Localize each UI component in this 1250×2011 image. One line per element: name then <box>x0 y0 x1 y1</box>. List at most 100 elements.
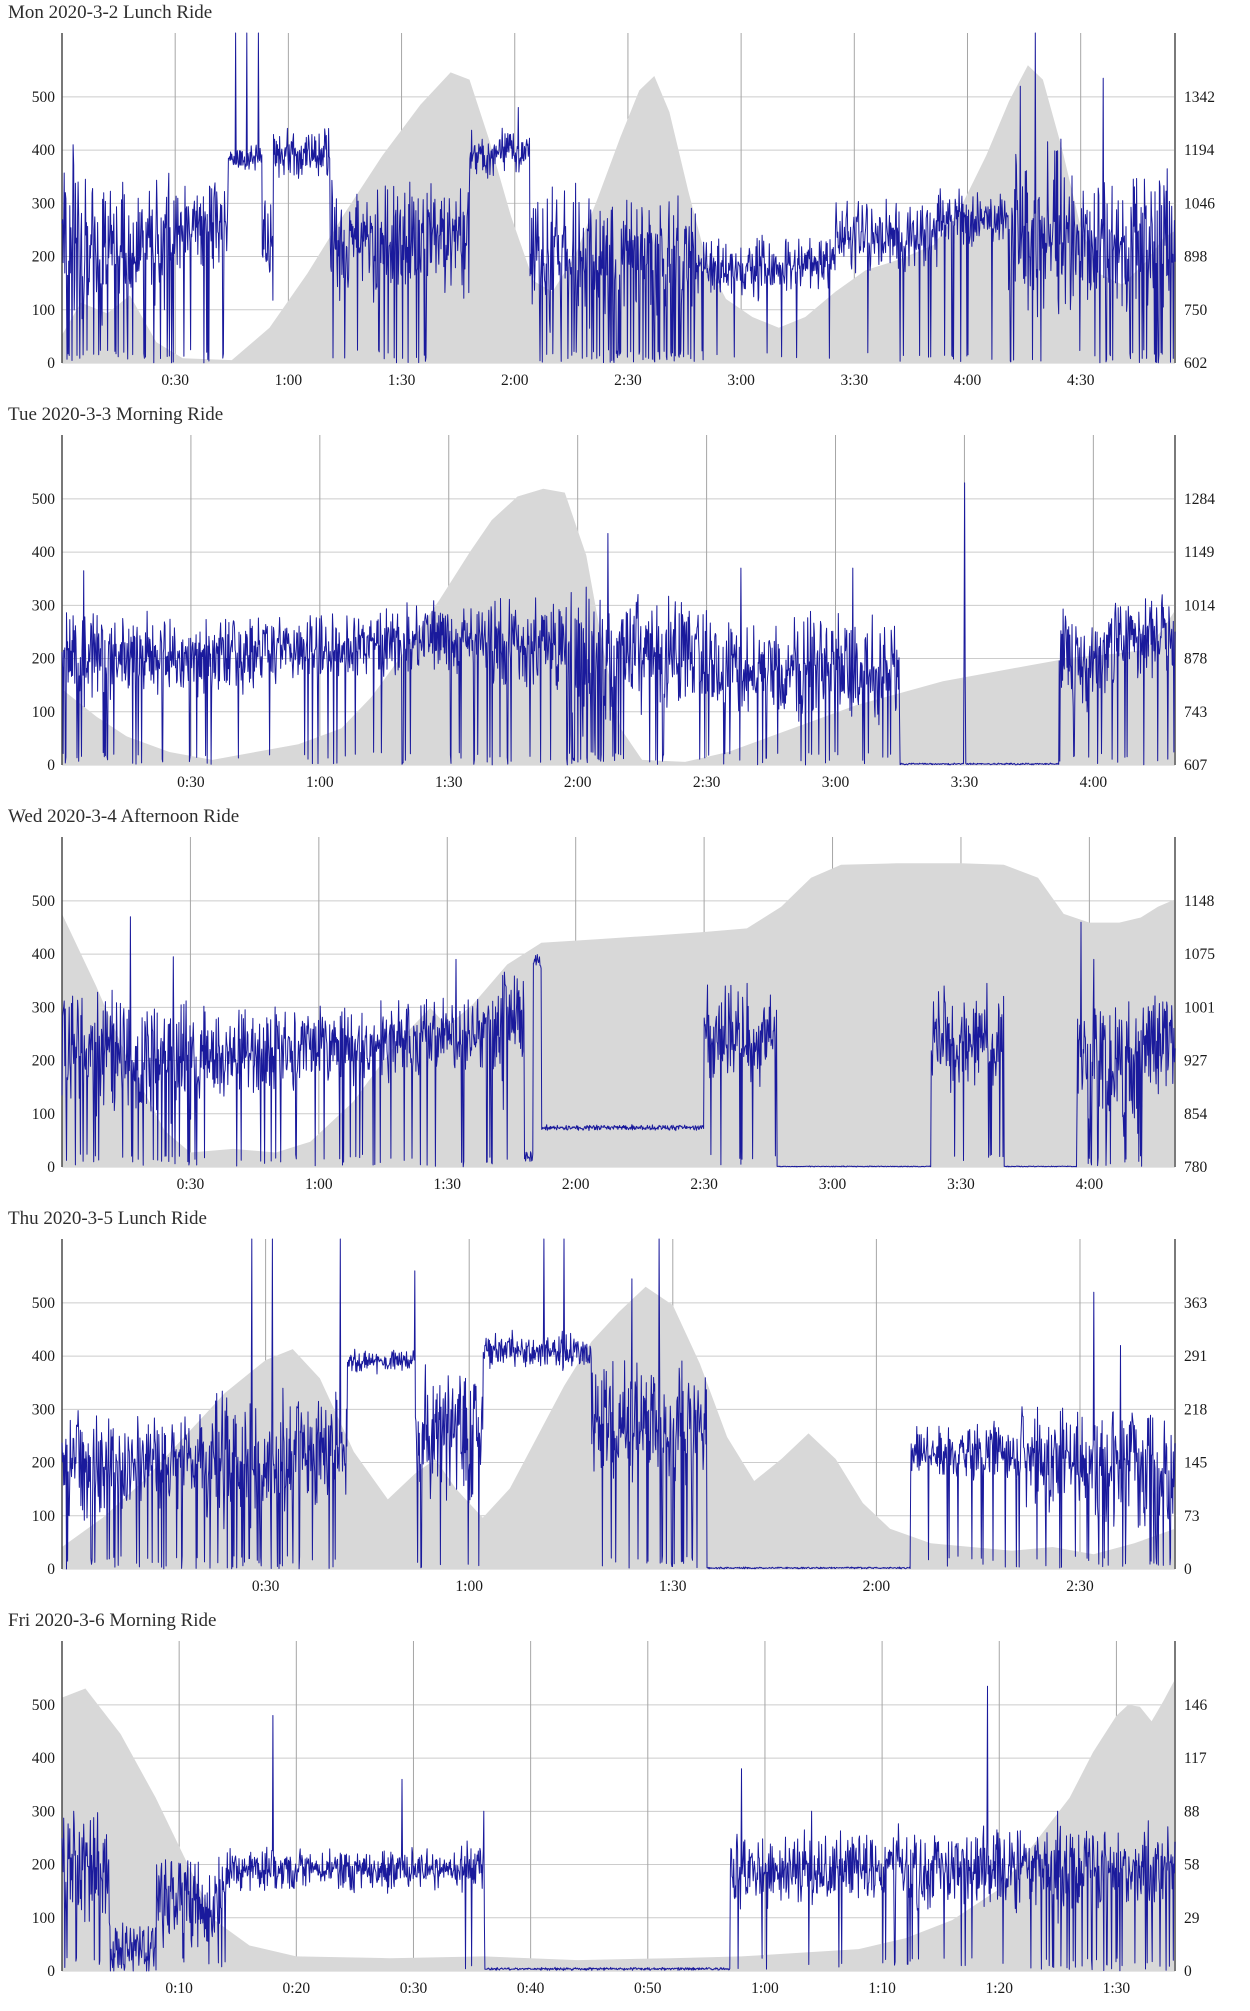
ride-plot-wed: 500 1148 400 1075 300 1001 200 927 100 854 0 780 0:3… <box>32 837 1215 1193</box>
x-tick-label: 3:00 <box>727 372 755 389</box>
y-right-tick-label: 878 <box>1184 651 1208 668</box>
chart-title: Tue 2020-3-3 Morning Ride <box>8 404 224 425</box>
x-tick-label: 2:30 <box>693 774 721 791</box>
y-right-tick-label: 145 <box>1184 1455 1208 1472</box>
x-tick-label: 3:00 <box>822 774 850 791</box>
power-line <box>61 916 1176 1168</box>
y-left-tick-label: 400 <box>32 946 56 963</box>
y-right-tick-label: 73 <box>1184 1508 1200 1525</box>
y-left-tick-label: 500 <box>32 893 56 910</box>
elevation-area <box>62 863 1175 1167</box>
y-right-tick-label: 1014 <box>1184 597 1215 614</box>
x-tick-label: 3:30 <box>841 372 869 389</box>
x-tick-label: 0:10 <box>165 1980 193 1997</box>
x-tick-label: 1:30 <box>433 1176 461 1193</box>
x-tick-label: 1:00 <box>306 774 334 791</box>
y-left-tick-label: 100 <box>32 704 56 721</box>
ride-plot-thu: 500 363 400 291 300 218 200 145 100 73 0 0 0:30 1:00 1… <box>32 1238 1208 1595</box>
x-tick-label: 4:00 <box>1076 1176 1104 1193</box>
y-left-tick-label: 300 <box>32 597 56 614</box>
x-tick-label: 0:20 <box>283 1980 311 1997</box>
y-right-tick-label: 1342 <box>1184 89 1215 106</box>
y-right-tick-label: 58 <box>1184 1857 1200 1874</box>
x-tick-label: 1:00 <box>305 1176 333 1193</box>
ride-plot-tue: 500 1284 400 1149 300 1014 200 878 100 743 0 607 0:3… <box>32 435 1215 791</box>
y-left-tick-label: 0 <box>47 355 55 372</box>
y-right-tick-label: 1075 <box>1184 946 1215 963</box>
power-line <box>61 32 1176 364</box>
y-left-tick-label: 200 <box>32 249 56 266</box>
chart-block-mon: Mon 2020-3-2 Lunch Ride 500 1342 400 1194 30… <box>0 0 1250 402</box>
x-tick-label: 1:00 <box>455 1578 483 1595</box>
y-left-tick-label: 100 <box>32 302 56 319</box>
y-right-tick-label: 927 <box>1184 1053 1208 1070</box>
y-right-tick-label: 602 <box>1184 355 1207 372</box>
y-left-tick-label: 200 <box>32 1455 56 1472</box>
y-left-tick-label: 200 <box>32 1857 56 1874</box>
x-tick-label: 0:30 <box>177 1176 205 1193</box>
y-left-tick-label: 500 <box>32 1697 56 1714</box>
y-left-tick-label: 400 <box>32 142 56 159</box>
y-left-tick-label: 200 <box>32 1053 56 1070</box>
y-right-tick-label: 1148 <box>1184 893 1215 910</box>
y-left-tick-label: 0 <box>47 1963 55 1980</box>
y-right-tick-label: 117 <box>1184 1750 1207 1767</box>
y-left-tick-label: 100 <box>32 1910 56 1927</box>
x-tick-label: 1:30 <box>1103 1980 1131 1997</box>
x-tick-label: 1:10 <box>868 1980 896 1997</box>
elevation-area <box>62 1679 1175 1971</box>
y-left-tick-label: 500 <box>32 491 56 508</box>
x-tick-label: 0:30 <box>177 774 205 791</box>
chart-block-wed: Wed 2020-3-4 Afternoon Ride 500 1148 400 10… <box>0 804 1250 1206</box>
y-left-tick-label: 0 <box>47 1159 55 1176</box>
y-left-tick-label: 300 <box>32 999 56 1016</box>
x-tick-label: 3:00 <box>819 1176 847 1193</box>
x-tick-label: 0:30 <box>252 1578 280 1595</box>
x-tick-label: 0:30 <box>400 1980 428 1997</box>
y-right-tick-label: 0 <box>1184 1561 1192 1578</box>
chart-title: Mon 2020-3-2 Lunch Ride <box>8 2 213 23</box>
x-tick-label: 0:50 <box>634 1980 662 1997</box>
x-tick-label: 2:30 <box>614 372 642 389</box>
y-right-tick-label: 854 <box>1184 1106 1208 1123</box>
y-right-tick-label: 146 <box>1184 1697 1208 1714</box>
y-left-tick-label: 100 <box>32 1508 56 1525</box>
x-tick-label: 3:30 <box>947 1176 975 1193</box>
chart-block-tue: Tue 2020-3-3 Morning Ride 500 1284 400 1149… <box>0 402 1250 804</box>
y-left-tick-label: 300 <box>32 195 56 212</box>
y-left-tick-label: 0 <box>47 757 55 774</box>
y-left-tick-label: 100 <box>32 1106 56 1123</box>
y-right-tick-label: 1194 <box>1184 142 1215 159</box>
power-line <box>61 1685 1176 1972</box>
x-tick-label: 0:40 <box>517 1980 545 1997</box>
x-tick-label: 2:30 <box>1066 1578 1094 1595</box>
x-tick-label: 1:30 <box>435 774 463 791</box>
chart-block-thu: Thu 2020-3-5 Lunch Ride 500 363 400 291 300 2… <box>0 1206 1250 1608</box>
ride-plot-mon: 500 1342 400 1194 300 1046 200 898 100 750 0 602 0:3… <box>32 32 1215 389</box>
y-left-tick-label: 400 <box>32 544 56 561</box>
y-left-tick-label: 300 <box>32 1401 56 1418</box>
y-right-tick-label: 743 <box>1184 704 1208 721</box>
y-right-tick-label: 1284 <box>1184 491 1215 508</box>
x-tick-label: 1:20 <box>985 1980 1013 1997</box>
x-tick-label: 1:30 <box>388 372 416 389</box>
ride-plot-fri: 500 146 400 117 300 88 200 58 100 29 0 0 0:10 0:20 0:3… <box>32 1641 1208 1997</box>
chart-title: Thu 2020-3-5 Lunch Ride <box>8 1208 207 1229</box>
y-right-tick-label: 218 <box>1184 1401 1208 1418</box>
y-right-tick-label: 88 <box>1184 1803 1200 1820</box>
x-tick-label: 2:00 <box>564 774 592 791</box>
y-right-tick-label: 898 <box>1184 249 1208 266</box>
y-left-tick-label: 200 <box>32 651 56 668</box>
y-left-tick-label: 400 <box>32 1348 56 1365</box>
power-line <box>61 482 1176 766</box>
x-tick-label: 2:00 <box>863 1578 891 1595</box>
y-right-tick-label: 291 <box>1184 1348 1207 1365</box>
y-left-tick-label: 0 <box>47 1561 55 1578</box>
x-tick-label: 4:00 <box>1080 774 1108 791</box>
y-left-tick-label: 400 <box>32 1750 56 1767</box>
y-right-tick-label: 0 <box>1184 1963 1192 1980</box>
x-tick-label: 4:00 <box>954 372 982 389</box>
x-tick-label: 2:00 <box>562 1176 590 1193</box>
y-left-tick-label: 300 <box>32 1803 56 1820</box>
